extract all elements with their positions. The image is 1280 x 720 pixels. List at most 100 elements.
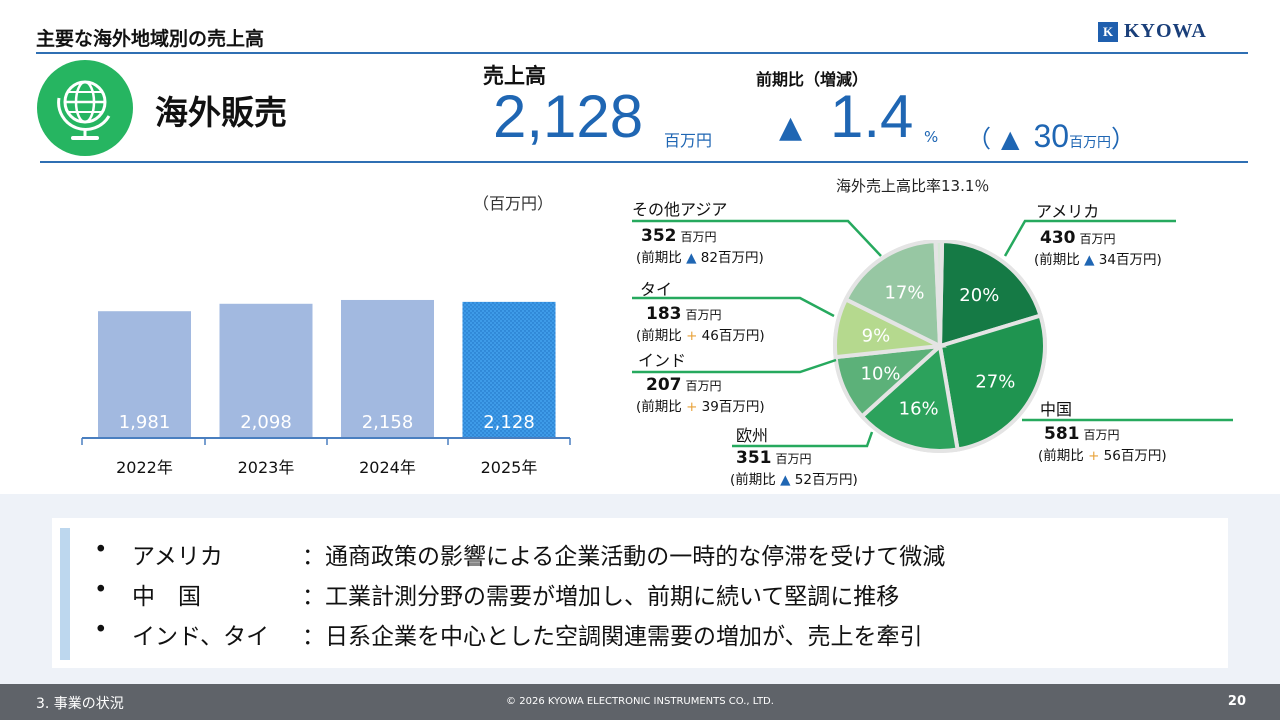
change-prefix: (前期比 xyxy=(730,472,776,488)
yoy-label: 前期比（増減） xyxy=(756,70,869,89)
footer-section: 3. 事業の状況 xyxy=(36,696,124,712)
pie-slice-label: 16% xyxy=(899,398,939,419)
region-unit: 百万円 xyxy=(685,308,722,322)
section-title: 海外販売 xyxy=(155,93,287,132)
yoy-value: 1.4 xyxy=(830,83,914,150)
bullet-desc: ：通商政策の影響による企業活動の一時的な停滞を受けて微減 xyxy=(302,544,946,570)
globe-icon xyxy=(37,60,133,156)
region-unit: 百万円 xyxy=(680,230,717,244)
region-value: 351 xyxy=(736,448,772,468)
change-prefix: (前期比 xyxy=(636,399,682,415)
bar-2023年 xyxy=(219,303,313,437)
change-value: 52百万円) xyxy=(790,472,858,488)
sales-label: 売上高 xyxy=(483,64,546,88)
change-prefix: (前期比 xyxy=(636,250,682,266)
change-prefix: (前期比 xyxy=(636,328,682,344)
region-value: 183 xyxy=(646,304,682,324)
plus-icon: + xyxy=(686,399,698,415)
region-name: 中国 xyxy=(1040,400,1073,419)
footer: 3. 事業の状況 © 2026 KYOWA ELECTRONIC INSTRUM… xyxy=(0,684,1280,720)
bar-chart-unit: （百万円） xyxy=(473,194,554,213)
increase-triangle-icon: ▲ xyxy=(1084,252,1095,268)
header-divider xyxy=(40,161,1248,163)
bullet-item: • アメリカ ：通商政策の影響による企業活動の一時的な停滞を受けて微減 xyxy=(94,537,945,571)
region-value: 430 xyxy=(1040,228,1076,248)
region-value: 207 xyxy=(646,375,682,395)
region-name: 欧州 xyxy=(736,426,769,445)
paren-open: （ xyxy=(967,125,991,153)
region-name: インド xyxy=(638,351,687,370)
pie-slice-other xyxy=(933,240,945,347)
bullet-desc: ：工業計測分野の需要が増加し、前期に続いて堅調に推移 xyxy=(302,584,900,610)
page-number: 20 xyxy=(1227,694,1246,709)
region-value: 581 xyxy=(1044,424,1080,444)
region-name: タイ xyxy=(640,280,673,299)
logo-text: KYOWA xyxy=(1124,20,1207,42)
yoy-amount-value: 30 xyxy=(1033,118,1070,154)
region-unit: 百万円 xyxy=(685,379,722,393)
commentary-accent-bar xyxy=(60,528,70,660)
plus-icon: + xyxy=(686,328,698,344)
change-prefix: (前期比 xyxy=(1038,448,1084,464)
plus-icon: + xyxy=(1088,448,1100,464)
bar-value-label: 2,158 xyxy=(362,412,414,433)
pie-chart-title: 海外売上高比率13.1％ xyxy=(836,177,990,195)
bullet-item: • インド、タイ ：日系企業を中心とした空調関連需要の増加が、売上を牽引 xyxy=(94,617,923,651)
x-tick-label: 2024年 xyxy=(359,458,416,477)
bar-2022年 xyxy=(98,311,191,437)
logo-mark-icon: K xyxy=(1098,21,1118,42)
region-unit: 百万円 xyxy=(1079,232,1116,246)
change-value: 82百万円) xyxy=(696,250,764,266)
change-value: 56百万円) xyxy=(1099,448,1167,464)
yoy-percent-unit: % xyxy=(924,128,939,146)
bullet-key: アメリカ xyxy=(132,544,269,570)
bullet-desc: ：日系企業を中心とした空調関連需要の増加が、売上を牽引 xyxy=(302,624,923,650)
paren-close: ） xyxy=(1111,125,1136,153)
increase-triangle-icon: ▲ xyxy=(686,250,697,266)
region-callout-europe: 欧州 351 百万円 (前期比 ▲ 52百万円) xyxy=(730,422,858,488)
pie-slice-label: 17% xyxy=(884,282,924,303)
pie-slice-label: 20% xyxy=(959,285,999,306)
page-title: 主要な海外地域別の売上高 xyxy=(36,28,265,50)
sales-unit: 百万円 xyxy=(664,131,713,150)
x-tick-label: 2023年 xyxy=(238,458,295,477)
bullet-icon: • xyxy=(94,537,108,563)
pie-slice-欧州 xyxy=(859,342,960,453)
region-unit: 百万円 xyxy=(775,452,812,466)
footer-copyright: © 2026 KYOWA ELECTRONIC INSTRUMENTS CO.,… xyxy=(506,696,774,707)
region-callout-america: アメリカ 430 百万円 (前期比 ▲ 34百万円) xyxy=(1034,198,1162,268)
bar-chart: 1,981 2022年 2,098 2023年 2,158 2024年 2,128 2025年 xyxy=(81,299,571,477)
bullet-key: 中 国 xyxy=(132,584,270,610)
change-value: 34百万円) xyxy=(1094,252,1162,268)
bullet-item: • 中 国 ：工業計測分野の需要が増加し、前期に続いて堅調に推移 xyxy=(94,577,899,611)
bar-value-label: 2,098 xyxy=(240,412,292,433)
x-tick-label: 2025年 xyxy=(481,458,538,477)
change-value: 39百万円) xyxy=(697,399,765,415)
region-callout-india: インド 207 百万円 (前期比 + 39百万円) xyxy=(636,347,765,415)
commentary-box xyxy=(52,518,1228,668)
increase-triangle-icon: ▲ xyxy=(1001,125,1020,153)
yoy-amount: （ ▲ 30 百万円 ） xyxy=(967,118,1135,155)
increase-triangle-icon: ▲ xyxy=(780,472,791,488)
bar-value-label: 1,981 xyxy=(119,412,171,433)
increase-triangle-icon: ▲ xyxy=(779,110,803,145)
company-logo: K KYOWA xyxy=(1098,20,1207,43)
bar-2024年 xyxy=(341,299,434,437)
pie-slice-label: 27% xyxy=(975,371,1015,392)
change-value: 46百万円) xyxy=(697,328,765,344)
x-tick-label: 2022年 xyxy=(116,458,173,477)
region-name: アメリカ xyxy=(1036,202,1100,221)
pie-slice-アメリカ xyxy=(937,240,1043,349)
change-prefix: (前期比 xyxy=(1034,252,1080,268)
pie-slice-中国 xyxy=(937,313,1047,452)
region-unit: 百万円 xyxy=(1083,428,1120,442)
title-rule xyxy=(36,52,1248,54)
bullet-key: インド、タイ xyxy=(132,624,270,650)
yoy-amount-unit: 百万円 xyxy=(1069,135,1112,151)
bar-2025年 xyxy=(462,301,556,437)
sales-value: 2,128 xyxy=(493,83,644,150)
region-callout-china: 中国 581 百万円 (前期比 + 56百万円) xyxy=(1038,396,1167,464)
region-name: その他アジア xyxy=(632,200,728,219)
bullet-icon: • xyxy=(94,617,108,643)
pie-chart: 20% 27% 16% 10% 9% 17% xyxy=(833,240,1047,453)
